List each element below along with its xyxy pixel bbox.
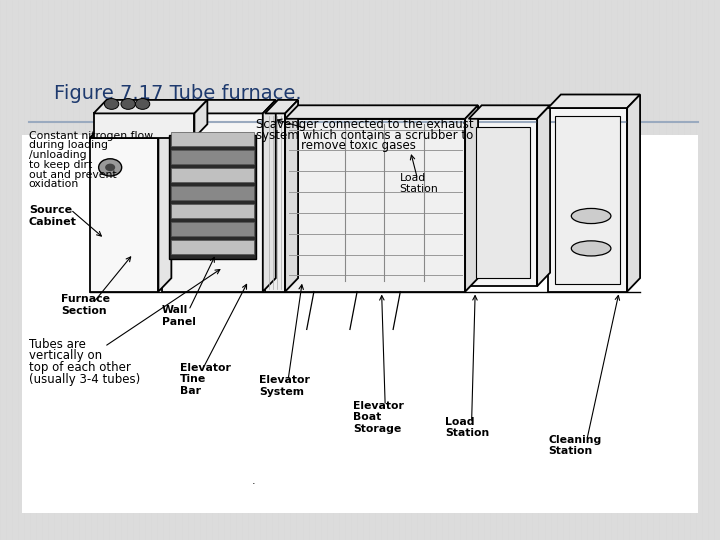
Bar <box>476 127 530 278</box>
Text: Cleaning
Station: Cleaning Station <box>549 435 602 456</box>
Text: vertically on: vertically on <box>29 349 102 362</box>
Bar <box>285 119 465 292</box>
Polygon shape <box>158 124 171 292</box>
Bar <box>171 186 254 200</box>
Polygon shape <box>162 100 276 113</box>
Text: during loading: during loading <box>29 140 108 151</box>
Bar <box>162 113 263 292</box>
Bar <box>171 204 254 218</box>
Text: Elevator
Tine
Bar: Elevator Tine Bar <box>180 363 231 396</box>
Bar <box>469 119 537 286</box>
Circle shape <box>135 98 150 109</box>
Bar <box>169 135 256 259</box>
Bar <box>171 150 254 164</box>
Text: to keep dirt: to keep dirt <box>29 160 92 170</box>
Polygon shape <box>263 100 276 292</box>
Polygon shape <box>265 100 298 113</box>
Text: Elevator
Boat
Storage: Elevator Boat Storage <box>353 401 404 434</box>
Circle shape <box>99 159 122 176</box>
Polygon shape <box>465 105 478 292</box>
Text: Load
Station: Load Station <box>445 417 489 438</box>
Text: system which contains a scrubber to: system which contains a scrubber to <box>256 129 473 141</box>
Bar <box>90 138 158 292</box>
Polygon shape <box>627 94 640 292</box>
Polygon shape <box>94 100 207 113</box>
Text: top of each other: top of each other <box>29 361 130 374</box>
Circle shape <box>105 164 115 171</box>
Text: Scavenger connected to the exhaust: Scavenger connected to the exhaust <box>256 118 473 131</box>
Text: Constant nitrogen flow: Constant nitrogen flow <box>29 131 153 141</box>
Circle shape <box>121 98 135 109</box>
Bar <box>94 113 194 138</box>
Polygon shape <box>90 124 171 138</box>
Bar <box>548 108 627 292</box>
Polygon shape <box>548 94 640 108</box>
Polygon shape <box>537 105 550 286</box>
Bar <box>171 222 254 236</box>
Circle shape <box>104 98 119 109</box>
Bar <box>171 168 254 182</box>
Bar <box>22 135 698 513</box>
Ellipse shape <box>572 241 611 256</box>
Text: oxidation: oxidation <box>29 179 79 190</box>
Text: Tubes are: Tubes are <box>29 338 86 350</box>
Bar <box>171 132 254 146</box>
Bar <box>555 116 620 284</box>
Text: remove toxic gases: remove toxic gases <box>256 139 415 152</box>
Text: Load
Station: Load Station <box>400 173 438 194</box>
Text: Figure 7.17 Tube furnace.: Figure 7.17 Tube furnace. <box>54 84 302 103</box>
Text: Wall
Panel: Wall Panel <box>162 305 196 327</box>
Text: /unloading: /unloading <box>29 150 86 160</box>
Text: out and prevent: out and prevent <box>29 170 117 180</box>
Text: Furnace
Section: Furnace Section <box>61 294 110 316</box>
Ellipse shape <box>572 208 611 224</box>
Polygon shape <box>285 278 478 292</box>
Bar <box>265 113 285 292</box>
Polygon shape <box>285 105 478 119</box>
Text: .: . <box>252 476 256 487</box>
Polygon shape <box>285 100 298 292</box>
Text: Elevator
System: Elevator System <box>259 375 310 397</box>
Polygon shape <box>469 105 550 119</box>
Bar <box>171 240 254 254</box>
Text: (usually 3-4 tubes): (usually 3-4 tubes) <box>29 373 140 386</box>
Polygon shape <box>194 100 207 138</box>
Text: Source
Cabinet: Source Cabinet <box>29 205 76 227</box>
